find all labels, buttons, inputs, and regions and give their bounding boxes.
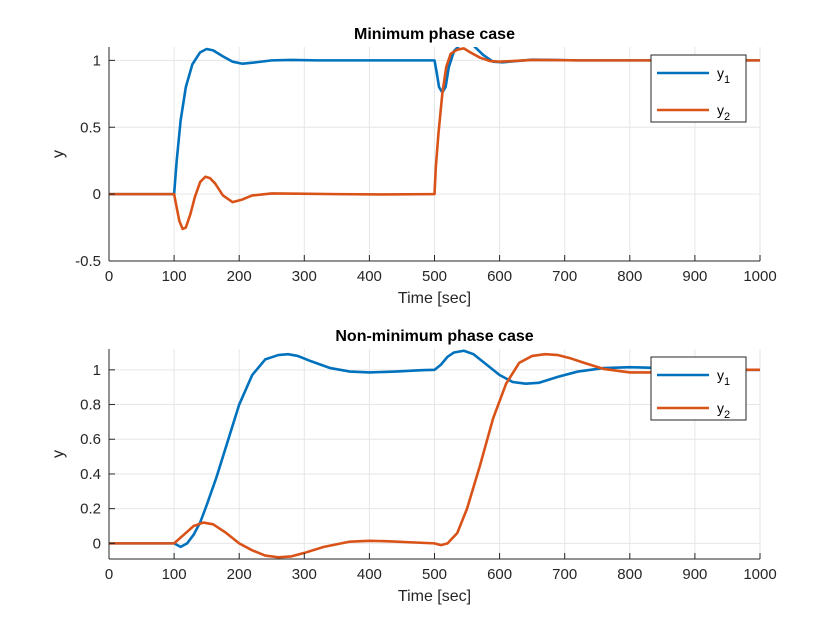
subplot-non-minimum-phase: 0 100 200 300 400 500 600 700 800 900 1000 0 0.2 0.4 0… — [50, 328, 777, 605]
y-tick-label: -0.5 — [75, 253, 101, 270]
x-axis-label: Time [sec] — [398, 588, 471, 605]
legend-box — [650, 54, 747, 123]
legend-label-y2: y2 — [717, 400, 730, 421]
legend-label-y1: y1 — [717, 367, 730, 388]
y-axis-label: y — [50, 450, 67, 458]
x-tick-label: 400 — [357, 268, 382, 285]
x-tick-label: 0 — [105, 268, 113, 285]
series-line-y2 — [109, 352, 760, 559]
y-tick-label: 0.4 — [80, 466, 101, 483]
x-tick-label: 800 — [617, 268, 642, 285]
legend-box — [650, 356, 747, 421]
x-tick-label: 400 — [357, 566, 382, 583]
legend-label-y1: y1 — [717, 65, 730, 86]
x-tick-label: 300 — [292, 268, 317, 285]
x-tick-label: 200 — [227, 566, 252, 583]
x-tick-label: 700 — [552, 566, 577, 583]
x-tick-label: 700 — [552, 268, 577, 285]
x-tick-label: 500 — [422, 268, 447, 285]
x-tick-label: 1000 — [743, 268, 776, 285]
y-axis-label: y — [50, 150, 67, 158]
y-tick-label: 0 — [93, 535, 101, 552]
x-tick-label: 0 — [105, 566, 113, 583]
x-tick-label: 900 — [682, 566, 707, 583]
y-tick-label: 1 — [93, 52, 101, 69]
x-tick-label: 100 — [162, 268, 187, 285]
x-axis-label: Time [sec] — [398, 290, 471, 307]
chart-title: Minimum phase case — [354, 26, 515, 43]
y-tick-label: 0.5 — [80, 119, 101, 136]
y-tick-label: 0.8 — [80, 397, 101, 414]
x-tick-label: 500 — [422, 566, 447, 583]
x-tick-label: 1000 — [743, 566, 776, 583]
series-line-y1 — [109, 349, 760, 549]
legend-label-y2: y2 — [717, 102, 730, 123]
series-line-y2 — [109, 47, 760, 231]
subplot-minimum-phase: 0 100 200 300 400 500 600 700 800 900 1000-0.500.5… — [50, 26, 777, 307]
x-tick-label: 900 — [682, 268, 707, 285]
y-tick-label: 0.6 — [80, 431, 101, 448]
x-tick-label: 800 — [617, 566, 642, 583]
y-tick-label: 0 — [93, 186, 101, 203]
y-tick-label: 1 — [93, 362, 101, 379]
x-tick-label: 200 — [227, 268, 252, 285]
chart-title: Non-minimum phase case — [335, 328, 533, 345]
x-tick-label: 300 — [292, 566, 317, 583]
legend: y1 y2 — [650, 54, 747, 123]
x-tick-label: 600 — [487, 566, 512, 583]
legend: y1 y2 — [650, 356, 747, 421]
y-tick-label: 0.2 — [80, 501, 101, 518]
x-tick-label: 100 — [162, 566, 187, 583]
x-tick-label: 600 — [487, 268, 512, 285]
